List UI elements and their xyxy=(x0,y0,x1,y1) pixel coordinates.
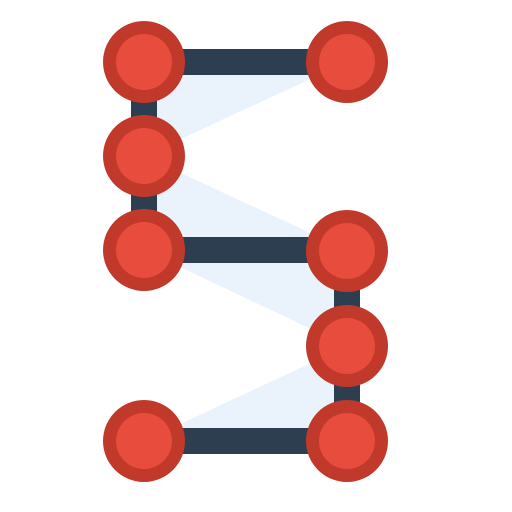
node-bottom-right xyxy=(306,400,388,482)
fill-middle xyxy=(144,156,347,250)
fill-top xyxy=(144,62,347,156)
nodes-group xyxy=(103,21,388,482)
light-fill-group xyxy=(144,62,347,441)
node-top-left xyxy=(103,21,185,103)
fill-lower xyxy=(144,250,347,346)
node-lower-right xyxy=(306,305,388,387)
fill-bottom xyxy=(144,346,347,441)
node-middle-left xyxy=(103,209,185,291)
node-top-right xyxy=(306,21,388,103)
node-middle-right xyxy=(306,210,388,292)
node-bottom-left xyxy=(103,400,185,482)
node-upper-left xyxy=(103,115,185,197)
